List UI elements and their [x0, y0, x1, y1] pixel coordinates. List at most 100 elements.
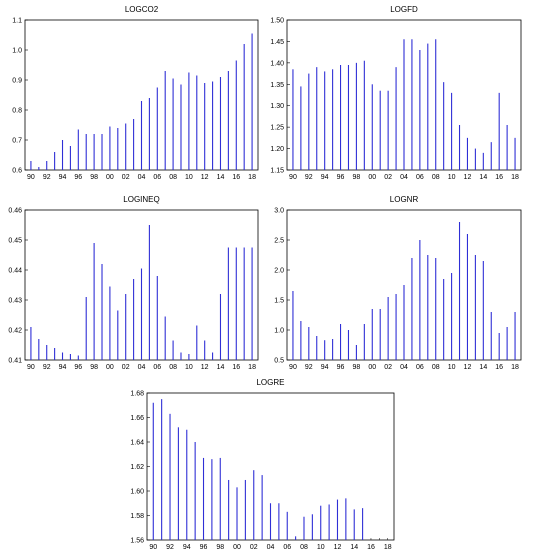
y-tick-label: 1.1 [12, 18, 22, 25]
x-tick-label: 94 [59, 174, 67, 181]
x-tick-label: 10 [185, 174, 193, 181]
x-tick-label: 04 [400, 174, 408, 181]
chart-panel-lognr: LOGNR 0.5 1.0 1.5 2.0 2.5 3.0 90 92 94 96 98 00 02 04 0… [274, 195, 522, 371]
x-tick-label: 10 [448, 364, 456, 371]
x-tick-label: 96 [337, 174, 345, 181]
x-tick-label: 98 [353, 174, 361, 181]
x-tick-label: 94 [321, 174, 329, 181]
x-tick-label: 16 [495, 174, 503, 181]
x-tick-label: 94 [59, 364, 67, 371]
x-tick-label: 02 [384, 364, 392, 371]
x-tick-label: 14 [479, 364, 487, 371]
x-tick-label: 06 [153, 174, 161, 181]
x-tick-label: 96 [74, 364, 82, 371]
chart-title: LOGINEQ [123, 195, 159, 204]
y-tick-label: 0.9 [12, 78, 22, 85]
x-tick-label: 02 [122, 174, 130, 181]
y-tick-label: 0.43 [8, 298, 22, 305]
x-tick-label: 14 [217, 364, 225, 371]
y-tick-label: 0.41 [8, 358, 22, 365]
x-tick-label: 96 [337, 364, 345, 371]
x-tick-label: 96 [74, 174, 82, 181]
x-tick-label: 14 [217, 174, 225, 181]
chart-title: LOGRE [256, 378, 284, 387]
x-tick-label: 10 [317, 544, 325, 550]
y-tick-label: 1.30 [270, 103, 284, 110]
x-tick-label: 10 [448, 174, 456, 181]
y-tick-label: 1.50 [270, 18, 284, 25]
x-tick-label: 00 [233, 544, 241, 550]
x-tick-label: 96 [200, 544, 208, 550]
y-tick-label: 1.45 [270, 39, 284, 46]
y-tick-label: 0.8 [12, 108, 22, 115]
x-tick-label: 90 [27, 174, 35, 181]
x-tick-label: 08 [432, 174, 440, 181]
x-tick-label: 06 [153, 364, 161, 371]
chart-panel-logfd: LOGFD 1.15 1.20 1.25 1.30 1.35 1.40 1.45 1.50 90 9… [270, 5, 522, 181]
y-tick-label: 1.58 [130, 513, 144, 520]
x-tick-label: 92 [43, 174, 51, 181]
x-tick-label: 18 [384, 544, 392, 550]
x-tick-label: 90 [149, 544, 157, 550]
x-tick-label: 94 [183, 544, 191, 550]
y-tick-label: 1.62 [130, 464, 144, 471]
y-tick-label: 1.0 [12, 48, 22, 55]
x-tick-label: 12 [464, 364, 472, 371]
x-tick-label: 04 [267, 544, 275, 550]
x-tick-label: 02 [122, 364, 130, 371]
x-tick-label: 98 [353, 364, 361, 371]
y-tick-label: 3.0 [274, 208, 284, 215]
x-tick-label: 90 [27, 364, 35, 371]
x-tick-label: 04 [138, 174, 146, 181]
x-tick-label: 16 [232, 364, 240, 371]
x-tick-label: 08 [432, 364, 440, 371]
x-tick-label: 00 [368, 174, 376, 181]
x-tick-label: 18 [511, 364, 519, 371]
x-tick-label: 16 [495, 364, 503, 371]
x-tick-label: 90 [289, 174, 297, 181]
chart-title: LOGCO2 [125, 5, 159, 14]
x-tick-label: 92 [305, 364, 313, 371]
y-tick-label: 1.40 [270, 60, 284, 67]
y-tick-label: 0.46 [8, 208, 22, 215]
y-tick-label: 1.56 [130, 538, 144, 545]
x-tick-label: 98 [216, 544, 224, 550]
x-tick-label: 10 [185, 364, 193, 371]
x-tick-label: 06 [283, 544, 291, 550]
x-tick-label: 08 [169, 364, 177, 371]
x-tick-label: 92 [43, 364, 51, 371]
y-tick-label: 1.35 [270, 82, 284, 89]
x-tick-label: 14 [350, 544, 358, 550]
x-tick-label: 12 [334, 544, 342, 550]
x-tick-label: 12 [201, 364, 209, 371]
y-tick-label: 1.66 [130, 415, 144, 422]
x-tick-label: 04 [138, 364, 146, 371]
y-tick-label: 1.5 [274, 298, 284, 305]
y-tick-label: 0.45 [8, 238, 22, 245]
x-tick-label: 92 [166, 544, 174, 550]
chart-panel-logco2: LOGCO2 0.6 0.7 0.8 0.9 1.0 1.1 90 92 94 96 98 00 02 04… [12, 5, 259, 181]
x-tick-label: 14 [479, 174, 487, 181]
x-tick-label: 08 [300, 544, 308, 550]
y-tick-label: 0.44 [8, 268, 22, 275]
y-tick-label: 2.0 [274, 268, 284, 275]
x-tick-label: 94 [321, 364, 329, 371]
x-tick-label: 06 [416, 174, 424, 181]
x-tick-label: 08 [169, 174, 177, 181]
x-tick-label: 18 [511, 174, 519, 181]
y-tick-label: 1.0 [274, 328, 284, 335]
x-tick-label: 04 [400, 364, 408, 371]
y-tick-label: 0.5 [274, 358, 284, 365]
chart-panel-logineq: LOGINEQ 0.41 0.42 0.43 0.44 0.45 0.46 90 92 94 96 9… [8, 195, 259, 371]
y-tick-label: 1.20 [270, 146, 284, 153]
x-tick-label: 12 [464, 174, 472, 181]
y-tick-label: 0.6 [12, 168, 22, 175]
chart-title: LOGNR [390, 195, 419, 204]
y-tick-label: 1.60 [130, 489, 144, 496]
x-tick-label: 98 [90, 364, 98, 371]
x-tick-label: 06 [416, 364, 424, 371]
x-tick-label: 98 [90, 174, 98, 181]
x-tick-label: 18 [248, 364, 256, 371]
chart-title: LOGFD [390, 5, 418, 14]
x-tick-label: 00 [368, 364, 376, 371]
